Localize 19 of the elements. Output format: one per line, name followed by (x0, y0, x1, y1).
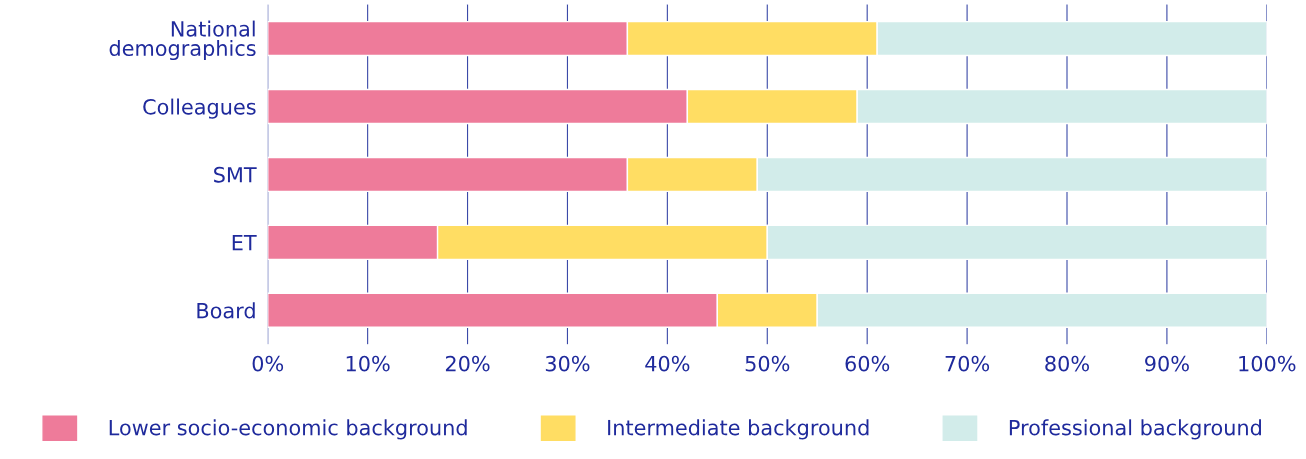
x-tick-label: 80% (1045, 355, 1089, 372)
x-tick-label: 40% (645, 355, 690, 372)
x-tick-label: 10% (346, 355, 390, 372)
legend-label: Professional background (1009, 419, 1261, 440)
y-tick-label: National demographics (109, 20, 256, 61)
x-tick-label: 100% (1239, 355, 1296, 372)
x-tick-label: 30% (545, 355, 590, 372)
y-tick-label: Colleagues (143, 98, 256, 119)
y-tick-label: ET (232, 235, 257, 251)
legend-label: Intermediate background (608, 419, 869, 440)
x-tick-label: 20% (445, 355, 490, 372)
x-tick-label: 90% (1145, 355, 1189, 372)
x-tick-label: 50% (745, 355, 790, 372)
x-tick-label: 70% (945, 355, 990, 372)
x-tick-label: 0% (252, 355, 284, 372)
y-tick-label: SMT (214, 166, 257, 183)
x-tick-label: 60% (845, 355, 890, 372)
y-tick-label: Board (197, 302, 255, 319)
legend-label: Lower socio-economic background (109, 419, 467, 440)
